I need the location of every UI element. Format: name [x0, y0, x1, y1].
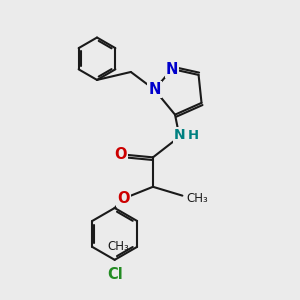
Text: N: N: [174, 128, 185, 142]
Text: O: O: [117, 191, 130, 206]
Text: Cl: Cl: [107, 267, 122, 282]
Text: CH₃: CH₃: [107, 240, 129, 254]
Text: O: O: [114, 147, 127, 162]
Text: CH₃: CH₃: [187, 192, 208, 205]
Text: H: H: [188, 129, 199, 142]
Text: N: N: [166, 61, 178, 76]
Text: N: N: [148, 82, 160, 97]
